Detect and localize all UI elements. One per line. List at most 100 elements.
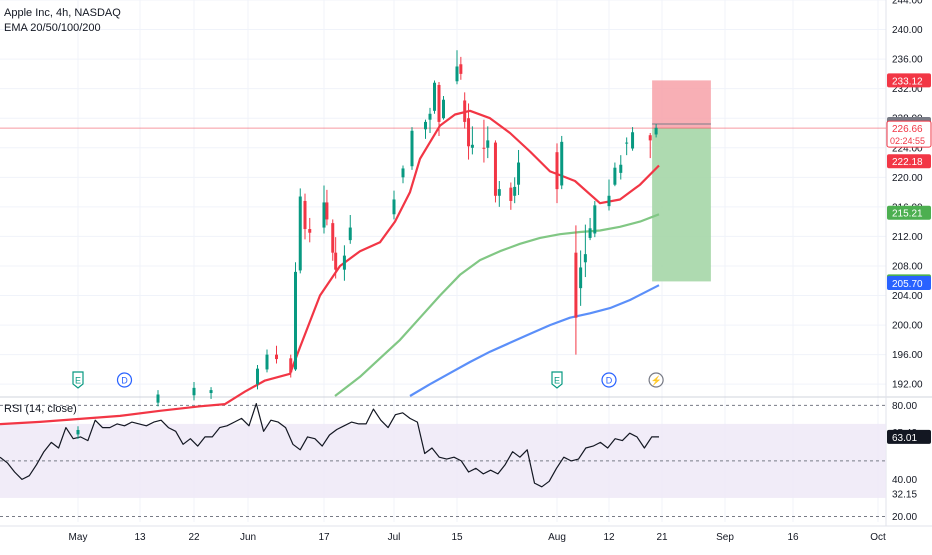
rsi-legend[interactable]: RSI (14, close)	[4, 403, 77, 415]
candle[interactable]	[593, 200, 597, 238]
candle[interactable]	[574, 225, 578, 355]
candle[interactable]	[325, 189, 329, 226]
candle[interactable]	[486, 126, 490, 159]
candle-body	[463, 100, 467, 122]
take-profit-zone[interactable]	[652, 128, 711, 282]
candle[interactable]	[493, 140, 497, 203]
candle[interactable]	[433, 80, 436, 114]
event-marker[interactable]: E	[72, 371, 84, 389]
candle[interactable]	[455, 50, 459, 85]
candle[interactable]	[497, 181, 501, 207]
candle[interactable]	[560, 135, 564, 190]
ema-legend[interactable]: EMA 20/50/100/200	[4, 22, 101, 34]
time-tick-label: 16	[787, 532, 799, 543]
candle[interactable]	[265, 349, 269, 373]
candle-body	[607, 195, 611, 207]
candle[interactable]	[410, 127, 414, 170]
price-label-badge[interactable]	[887, 205, 931, 220]
candle-body	[625, 142, 629, 144]
candle[interactable]	[517, 149, 521, 196]
candle-body	[322, 202, 326, 228]
candle[interactable]	[275, 345, 278, 364]
candle[interactable]	[613, 162, 617, 187]
event-marker[interactable]: E	[551, 371, 563, 389]
candle-body	[256, 368, 259, 385]
price-tick-label: 244.00	[892, 0, 923, 7]
price-tick-label: 192.00	[892, 380, 923, 391]
price-label-badge[interactable]	[887, 154, 931, 169]
candle[interactable]	[583, 224, 587, 278]
candle[interactable]	[192, 381, 196, 401]
price-tick-label: 208.00	[892, 261, 923, 272]
candle[interactable]	[401, 165, 405, 184]
event-marker[interactable]: D	[601, 372, 617, 388]
event-marker[interactable]: ⚡	[648, 372, 664, 388]
candle[interactable]	[654, 124, 658, 138]
candle[interactable]	[437, 82, 441, 136]
event-markers[interactable]: E D E D ⚡	[72, 371, 664, 389]
candle-body	[619, 164, 623, 173]
candle-body	[308, 229, 312, 233]
candle[interactable]	[513, 177, 517, 204]
candle[interactable]	[648, 132, 652, 159]
short-position-tool[interactable]	[0, 80, 886, 282]
price-label-badge[interactable]	[887, 73, 931, 88]
price-label: 233.12	[892, 76, 923, 87]
ema-line-3	[409, 284, 660, 397]
time-axis[interactable]: May 13 22 Jun 17 Jul 15 Aug 12 21 Sep 16 Oct	[69, 532, 886, 543]
candle-body	[76, 429, 80, 435]
time-tick-label: 15	[451, 532, 463, 543]
rsi-value-badge[interactable]	[887, 429, 931, 444]
candle[interactable]	[482, 119, 486, 163]
candle[interactable]	[209, 387, 213, 399]
candle[interactable]	[308, 217, 312, 243]
candle-body	[482, 147, 486, 149]
candle[interactable]	[555, 143, 559, 204]
candle[interactable]	[631, 127, 635, 151]
candle[interactable]	[156, 390, 160, 407]
candle-body	[588, 228, 592, 238]
candle[interactable]	[442, 96, 445, 120]
price-label-badge[interactable]	[886, 120, 932, 148]
candle[interactable]	[625, 137, 629, 156]
candle[interactable]	[298, 188, 302, 274]
candle[interactable]	[588, 217, 592, 241]
candle[interactable]	[392, 190, 396, 220]
candle[interactable]	[459, 56, 463, 80]
candle[interactable]	[424, 119, 427, 139]
candle-body	[331, 223, 335, 253]
candle[interactable]	[289, 354, 293, 378]
time-tick-label: Jun	[240, 532, 256, 543]
time-tick-label: 13	[134, 532, 146, 543]
candle[interactable]	[334, 237, 338, 279]
candle[interactable]	[579, 250, 583, 306]
candle[interactable]	[76, 426, 80, 439]
candle[interactable]	[331, 219, 335, 261]
candle[interactable]	[509, 182, 513, 210]
price-axis[interactable]: 244.00240.00236.00232.00228.00224.00220.…	[886, 0, 932, 391]
candle[interactable]	[467, 103, 471, 160]
candle[interactable]	[348, 214, 352, 244]
candle[interactable]	[428, 107, 432, 133]
candle[interactable]	[607, 179, 611, 211]
candle-body	[437, 84, 441, 122]
candle[interactable]	[619, 155, 623, 180]
stop-loss-zone[interactable]	[652, 80, 711, 129]
price-label-badge[interactable]	[887, 275, 931, 290]
symbol-legend[interactable]: Apple Inc, 4h, NASDAQ	[4, 7, 121, 19]
candle-body	[433, 82, 436, 111]
candle[interactable]	[342, 245, 346, 281]
candle[interactable]	[294, 262, 297, 371]
candle[interactable]	[463, 92, 467, 129]
candles[interactable]	[76, 50, 658, 439]
candle-body	[555, 152, 559, 190]
event-marker[interactable]: D	[116, 372, 133, 388]
candle[interactable]	[303, 193, 307, 240]
candle[interactable]	[470, 126, 474, 155]
candle[interactable]	[322, 185, 326, 234]
price-label: 215.21	[892, 209, 923, 220]
candle[interactable]	[256, 364, 259, 390]
